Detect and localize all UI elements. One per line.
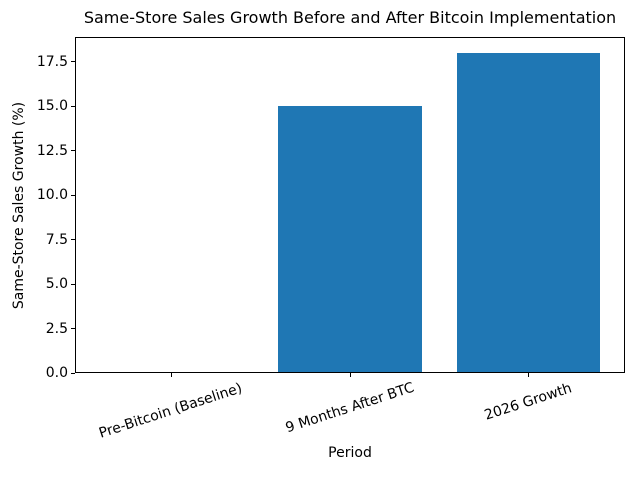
plot-area xyxy=(75,37,625,373)
bar xyxy=(278,106,422,373)
y-tick-label: 7.5 xyxy=(45,231,68,248)
y-tick-mark xyxy=(71,239,75,241)
x-tick-label: Pre-Bitcoin (Baseline) xyxy=(97,379,245,442)
bar xyxy=(457,53,601,373)
y-tick-label: 2.5 xyxy=(45,320,68,337)
y-tick-mark xyxy=(71,372,75,374)
y-tick-mark xyxy=(71,150,75,152)
x-tick-label: 2026 Growth xyxy=(483,379,575,424)
y-tick-mark xyxy=(71,61,75,63)
y-tick-mark xyxy=(71,328,75,330)
y-tick-mark xyxy=(71,105,75,107)
x-tick-label: 9 Months After BTC xyxy=(283,379,417,437)
y-tick-mark xyxy=(71,283,75,285)
y-tick-label: 0.0 xyxy=(45,365,68,381)
x-tick-mark xyxy=(528,373,530,377)
y-tick-label: 5.0 xyxy=(45,276,68,293)
y-tick-mark xyxy=(71,194,75,196)
x-axis-label: Period xyxy=(328,445,372,461)
y-tick-label: 15.0 xyxy=(36,98,68,115)
y-tick-label: 12.5 xyxy=(36,142,68,159)
y-tick-label: 10.0 xyxy=(36,187,68,204)
chart-title: Same-Store Sales Growth Before and After… xyxy=(83,8,617,27)
x-tick-mark xyxy=(349,373,351,377)
y-tick-label: 17.5 xyxy=(36,53,68,70)
x-tick-mark xyxy=(170,373,172,377)
